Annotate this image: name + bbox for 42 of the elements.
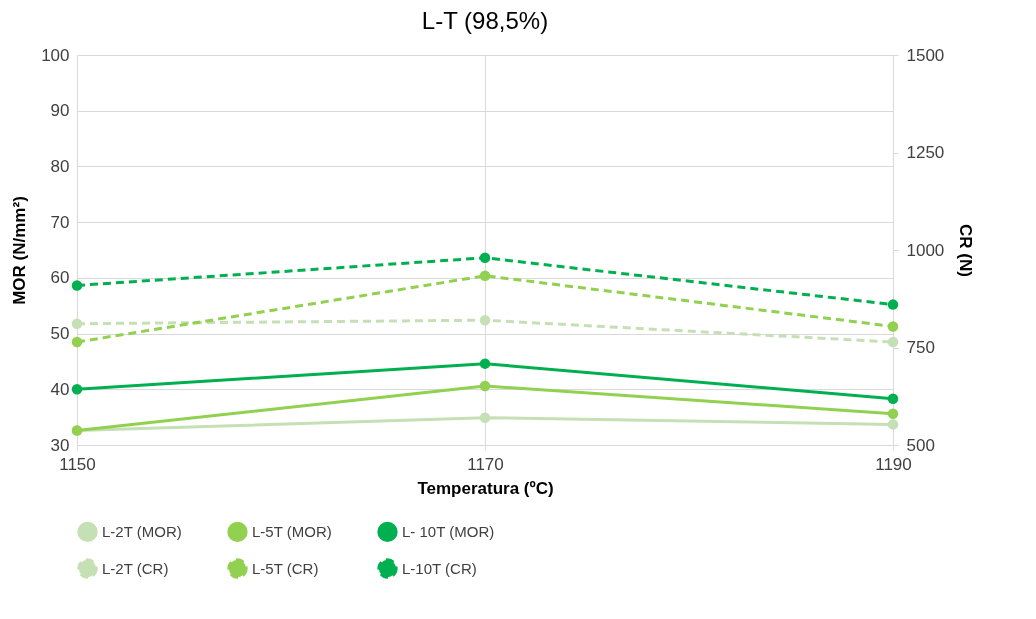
y-tick-label: 100 [41,45,70,65]
chart-title: L-T (98,5%) [421,7,549,34]
y2-tick-label: 1500 [906,45,945,65]
x-tick-label: 1170 [467,454,504,474]
point [71,336,83,348]
legend-label: L-5T (CR) [252,559,319,577]
point [71,280,83,291]
point [887,336,899,348]
point [71,384,83,395]
point [887,419,899,430]
legend-label: L-2T (MOR) [102,522,182,540]
y-tick-label: 90 [50,101,70,121]
point [479,358,491,369]
point [887,393,899,404]
y2-axis-title: CR (N) [956,224,976,277]
y2-tick-label: 500 [906,435,935,455]
y2-tick-label: 750 [906,338,935,357]
legend-label: L-2T (CR) [102,559,169,577]
point [479,314,491,326]
point [887,408,899,420]
point [479,252,491,264]
y-tick-label: 70 [50,212,70,232]
y2-tick-label: 1250 [906,143,945,162]
x-tick-label: 1150 [59,454,96,474]
point [479,412,491,423]
point [887,321,899,332]
y-tick-label: 50 [50,324,70,344]
legend-label: L- 10T (MOR) [402,522,495,540]
point [479,380,491,392]
y-tick-label: 30 [50,435,70,455]
x-axis-title: Temperatura (ºC) [417,478,554,498]
y-tick-label: 40 [50,379,70,399]
y-axis-title: MOR (N/mm²) [10,196,30,305]
x-tick-label: 1190 [875,454,912,474]
point [479,270,491,281]
y2-tick-label: 1000 [906,240,945,260]
point [71,318,83,329]
y-tick-label: 60 [50,268,70,288]
legend-label: L-5T (MOR) [252,522,332,540]
y-tick-label: 80 [50,156,70,176]
legend-label: L-10T (CR) [402,559,477,577]
point [887,299,899,310]
